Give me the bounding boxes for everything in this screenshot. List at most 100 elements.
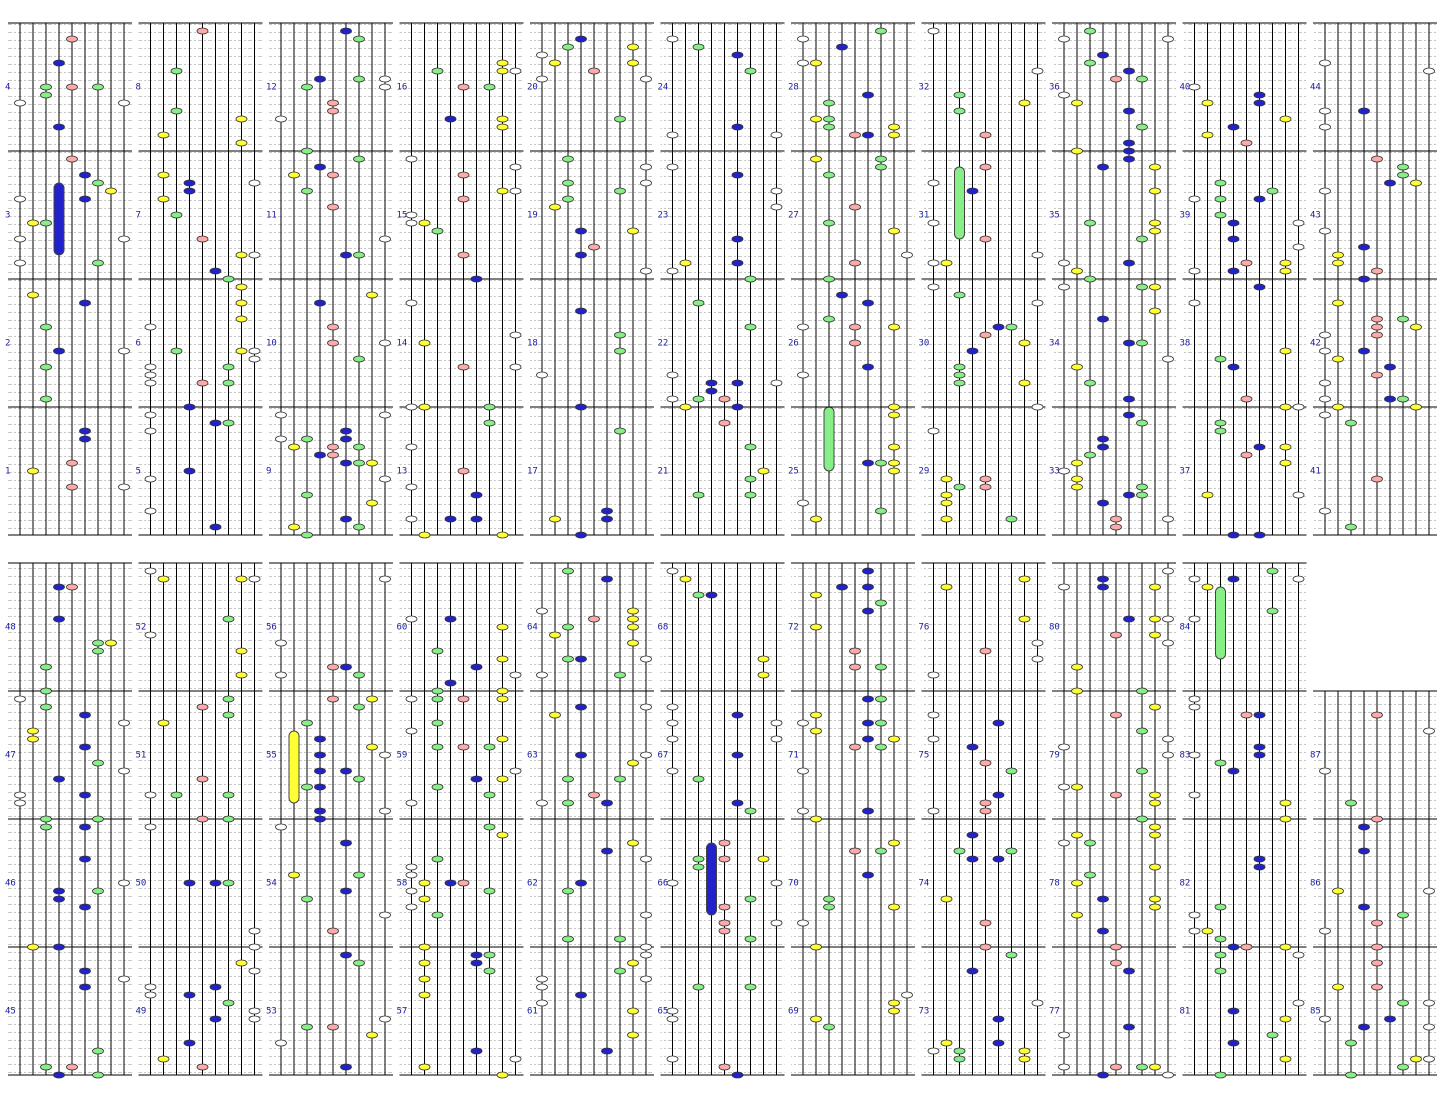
note (222, 419, 235, 427)
measure-number: 22 (658, 339, 669, 349)
note (705, 591, 718, 599)
note (222, 379, 235, 387)
note (405, 615, 418, 623)
note (470, 1047, 483, 1055)
note (1371, 983, 1383, 991)
note (405, 219, 418, 227)
note (66, 83, 78, 91)
note (679, 259, 692, 267)
note (353, 443, 365, 451)
note (627, 227, 639, 235)
note (979, 759, 992, 767)
note (679, 403, 692, 411)
note (327, 451, 339, 459)
note (1149, 799, 1161, 807)
note (1397, 911, 1409, 919)
note (1031, 639, 1044, 647)
note (92, 647, 104, 655)
note (40, 91, 52, 99)
measure-number: 83 (1180, 751, 1191, 761)
measure-number: 4 (5, 83, 10, 93)
note (1240, 259, 1253, 267)
note (14, 99, 26, 107)
subdivisions (660, 151, 785, 279)
note (627, 43, 639, 51)
note (966, 831, 979, 839)
note (979, 943, 992, 951)
note (1292, 575, 1305, 583)
note (405, 863, 418, 871)
note (1058, 583, 1070, 591)
note (979, 331, 992, 339)
measure-number: 49 (136, 1007, 147, 1017)
note (1058, 783, 1070, 791)
note (353, 459, 365, 467)
note (275, 823, 287, 831)
note (144, 507, 157, 515)
note (862, 299, 874, 307)
note (1319, 507, 1331, 515)
note (1227, 1039, 1240, 1047)
note (692, 491, 705, 499)
note (196, 27, 209, 35)
note (314, 767, 326, 775)
note (40, 687, 52, 695)
note (275, 1039, 287, 1047)
note (118, 975, 130, 983)
note (275, 411, 287, 419)
note (875, 459, 887, 467)
note (992, 791, 1005, 799)
note (666, 163, 679, 171)
note (379, 911, 391, 919)
note (1384, 395, 1396, 403)
note (849, 259, 861, 267)
note (327, 663, 339, 671)
note (496, 735, 509, 743)
note (1149, 703, 1161, 711)
note (1227, 575, 1240, 583)
note (248, 575, 261, 583)
note (875, 507, 887, 515)
note (770, 131, 783, 139)
note (1240, 451, 1253, 459)
note (979, 163, 992, 171)
note (823, 903, 835, 911)
note (340, 767, 352, 775)
note (875, 163, 887, 171)
note (575, 879, 587, 887)
note (575, 251, 587, 259)
note (575, 227, 587, 235)
note (79, 435, 91, 443)
note (196, 775, 209, 783)
measure-number: 65 (658, 1007, 669, 1017)
note (40, 703, 52, 711)
note (14, 695, 26, 703)
note (862, 719, 874, 727)
measure-number: 33 (1049, 467, 1060, 477)
note (862, 695, 874, 703)
note (875, 743, 887, 751)
note (601, 847, 613, 855)
note (248, 179, 261, 187)
note (1266, 187, 1279, 195)
note (1005, 767, 1018, 775)
note (1188, 575, 1201, 583)
note (92, 1047, 104, 1055)
hold-note (823, 406, 835, 472)
note (1253, 863, 1266, 871)
subdivisions (8, 279, 132, 407)
note (797, 323, 809, 331)
note (40, 219, 52, 227)
note (731, 403, 744, 411)
note (196, 1063, 209, 1071)
note (366, 1031, 378, 1039)
note (53, 583, 65, 591)
note (1097, 499, 1109, 507)
measure-number: 37 (1180, 467, 1191, 477)
subdivisions (399, 151, 524, 279)
note (1097, 895, 1109, 903)
note (509, 187, 522, 195)
note (966, 967, 979, 975)
note (692, 863, 705, 871)
note (797, 371, 809, 379)
